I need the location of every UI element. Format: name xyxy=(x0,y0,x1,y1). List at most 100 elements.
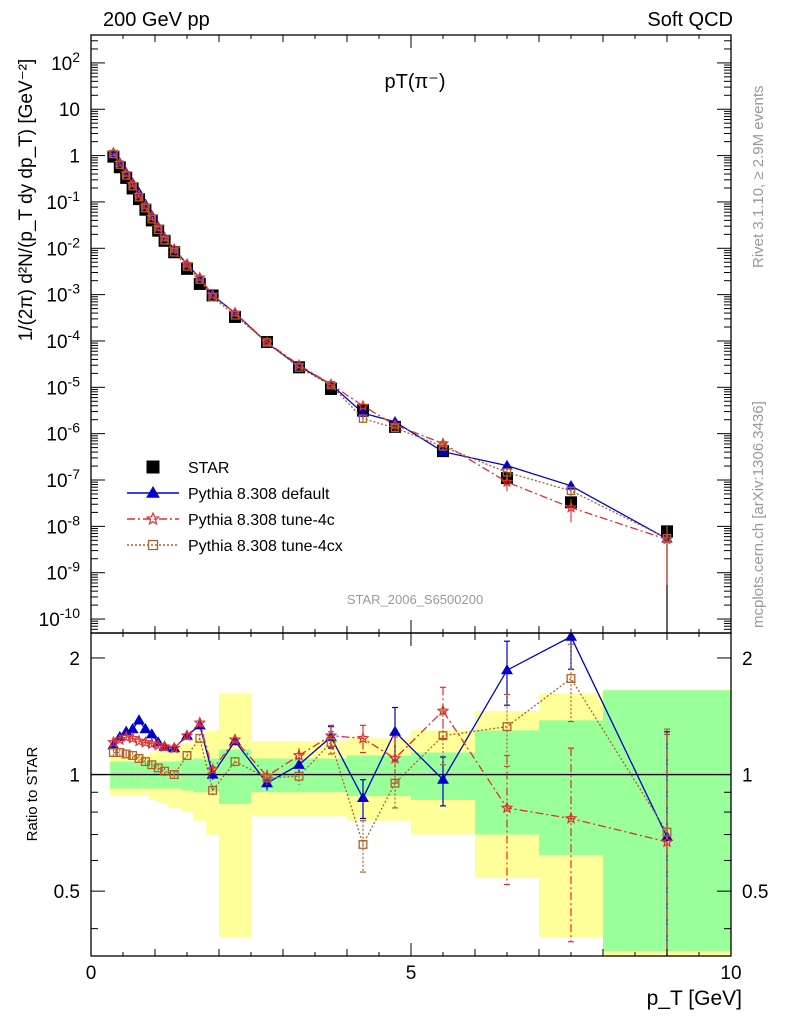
plot-label: pT(π⁻) xyxy=(384,71,445,93)
y-axis-title-ratio: Ratio to STAR xyxy=(24,746,41,841)
ratio-point xyxy=(292,748,306,761)
ratio-point xyxy=(357,791,369,803)
legend-label: Pythia 8.308 tune-4cx xyxy=(188,538,343,555)
legend-entry-1: Pythia 8.308 default xyxy=(127,486,330,503)
y-tick-label: 10-7 xyxy=(46,466,80,492)
ratio-point xyxy=(182,751,192,760)
legend-entry-3: Pythia 8.308 tune-4cx xyxy=(127,538,343,555)
main-point xyxy=(153,225,163,235)
ratio-point xyxy=(356,731,370,744)
y-tick-label: 102 xyxy=(51,49,80,75)
ratio-point xyxy=(126,731,139,744)
y-axis-title-main: 1/(2π) d²N/(p_T dy dp_T) [GeV⁻²] xyxy=(16,59,37,342)
ratio-point xyxy=(564,811,578,824)
ratio-point xyxy=(660,835,674,848)
ratio-point xyxy=(139,723,152,734)
ratio-y-tick-label-left: 1 xyxy=(69,766,80,787)
y-tick-label: 10-3 xyxy=(46,281,80,307)
ratio-band-outer xyxy=(219,693,251,938)
ratio-point xyxy=(134,754,144,763)
header-left: 200 GeV pp xyxy=(103,9,210,31)
main-line-1 xyxy=(112,152,668,541)
ratio-point xyxy=(502,722,512,732)
main-point xyxy=(158,231,171,243)
ratio-point xyxy=(139,735,152,748)
ratio-point xyxy=(389,725,401,736)
ratio-point xyxy=(132,734,146,747)
main-point xyxy=(230,311,240,320)
legend-marker xyxy=(147,539,159,551)
ratio-point xyxy=(566,674,576,683)
ratio-point xyxy=(324,729,338,742)
ratio-point xyxy=(438,731,448,741)
main-point xyxy=(160,236,169,245)
ratio-y-tick-label-right: 2 xyxy=(742,649,753,670)
y-tick-label: 10-1 xyxy=(46,188,80,214)
legend-label: Pythia 8.308 default xyxy=(188,486,330,503)
ratio-point xyxy=(208,785,218,795)
main-point xyxy=(134,192,144,202)
x-tick-label: 5 xyxy=(406,963,417,984)
ratio-point xyxy=(193,716,207,729)
x-tick-label: 0 xyxy=(86,963,97,984)
main-point xyxy=(169,248,179,257)
main-point xyxy=(294,363,304,372)
main-point xyxy=(326,380,336,390)
ratio-point xyxy=(128,751,138,760)
x-axis-title: p_T [GeV] xyxy=(647,987,742,1010)
main-point xyxy=(356,399,370,412)
main-point xyxy=(502,468,512,477)
main-frame xyxy=(90,34,732,634)
main-point xyxy=(564,501,578,513)
ratio-point xyxy=(206,762,219,775)
y-tick-label: 10 xyxy=(59,100,80,121)
ratio-point xyxy=(167,741,181,754)
legend-marker-star xyxy=(146,460,160,474)
ratio-band-inner xyxy=(180,760,194,791)
legend-entry-0: STAR xyxy=(146,460,229,477)
main-point xyxy=(438,442,448,451)
x-tick-label: 10 xyxy=(720,963,741,984)
ratio-band-inner xyxy=(193,758,207,793)
main-point xyxy=(182,262,192,271)
y-tick-label: 10-5 xyxy=(46,373,80,399)
ratio-y-tick-label-left: 2 xyxy=(69,649,80,670)
ratio-point xyxy=(160,766,170,776)
mcplots-label: mcplots.cern.ch [arXiv:1306.3436] xyxy=(750,401,767,628)
legend-marker xyxy=(146,486,160,498)
ratio-series-2 xyxy=(108,643,672,956)
ratio-point xyxy=(145,737,159,750)
ratio-point xyxy=(358,839,368,849)
main-point xyxy=(358,414,368,423)
main-point xyxy=(390,423,400,433)
ratio-point xyxy=(115,748,125,757)
main-point xyxy=(147,214,157,224)
main-point xyxy=(208,293,217,302)
ratio-point xyxy=(262,773,272,783)
ratio-point xyxy=(326,738,336,747)
ratio-point xyxy=(230,757,240,767)
y-tick-label: 10-4 xyxy=(46,327,80,353)
ratio-y-tick-label-right: 0.5 xyxy=(742,882,768,903)
main-point xyxy=(566,486,576,496)
ratio-point xyxy=(500,801,514,814)
main-point xyxy=(152,220,165,233)
ratio-point xyxy=(437,773,449,784)
main-point xyxy=(437,445,449,456)
y-tick-label: 10-2 xyxy=(46,234,80,260)
ratio-point xyxy=(388,751,402,764)
ratio-point xyxy=(180,729,194,742)
ratio-point xyxy=(436,704,450,717)
ratio-point xyxy=(169,770,179,780)
star-data xyxy=(107,150,673,633)
ratio-y-tick-label-right: 1 xyxy=(742,766,753,787)
ratio-point xyxy=(501,664,513,675)
main-point xyxy=(500,475,514,488)
ratio-series-1 xyxy=(107,686,674,956)
ratio-point xyxy=(662,827,672,837)
main-point xyxy=(662,534,672,543)
main-point xyxy=(195,275,205,284)
ratio-point xyxy=(195,733,205,743)
header-right: Soft QCD xyxy=(647,9,733,31)
